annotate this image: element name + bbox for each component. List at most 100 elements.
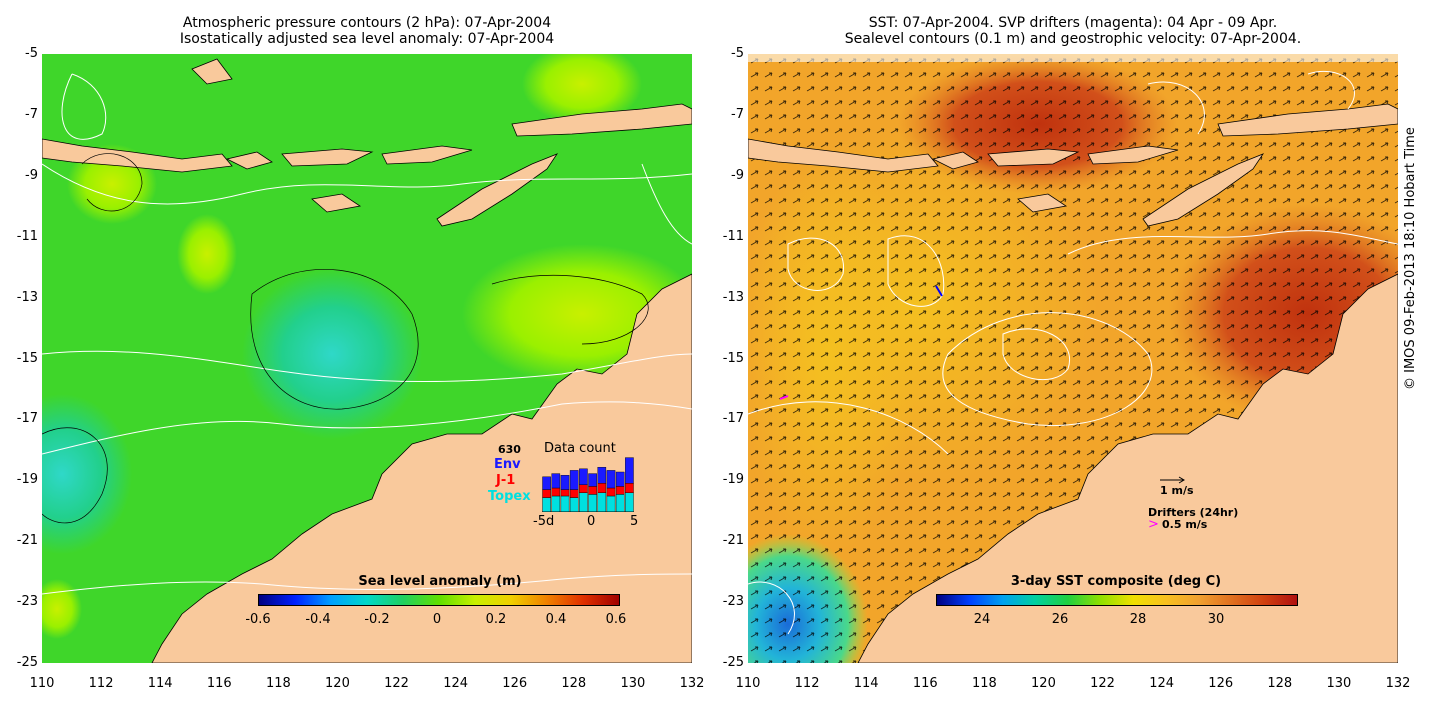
latitude-tick: -21	[16, 533, 38, 549]
drifters-label: Drifters (24hr)	[1148, 506, 1239, 519]
sumbawa-flores-island	[987, 148, 1080, 167]
sumba-island	[1017, 193, 1068, 213]
sla-low-anomaly-west	[42, 394, 132, 554]
longitude-tick: 124	[1149, 676, 1175, 691]
data-count-tick-start: -5d	[533, 514, 555, 529]
data-count-env-label: Env	[494, 457, 521, 472]
left-title-line1: Atmospheric pressure contours (2 hPa): 0…	[182, 15, 552, 31]
svp-drifter-track-2	[935, 285, 943, 297]
north-islands	[511, 103, 692, 137]
data-count-bar-env	[542, 476, 551, 490]
velocity-scale-arrowhead	[1178, 476, 1185, 484]
sumbawa-flores-island	[281, 148, 374, 167]
data-count-bar-env	[606, 470, 616, 489]
drifter-symbol: >	[1148, 517, 1159, 532]
data-count-bar-j1	[542, 489, 551, 498]
imos-credit: © IMOS 09-Feb-2013 18:10 Hobart Time	[1403, 127, 1418, 390]
pressure-contour-2	[42, 350, 692, 382]
sla-map-canvas	[42, 54, 692, 663]
longitude-tick: 130	[1326, 676, 1352, 691]
data-count-bar-env	[625, 457, 634, 484]
pressure-contour-1	[42, 163, 692, 205]
latitude-tick: -17	[16, 411, 38, 427]
longitude-tick: 128	[1267, 676, 1293, 691]
sla-tick: -0.4	[305, 612, 331, 627]
sealevel-contour-8	[1307, 70, 1355, 110]
data-count-bar-j1	[551, 487, 561, 497]
data-count-tick-end: 5	[630, 514, 639, 529]
australia-landmass	[151, 273, 692, 663]
sla-tick: 0	[432, 612, 442, 627]
data-count-bar-env	[560, 475, 570, 490]
data-count-bar-topex	[569, 497, 579, 512]
longitude-tick: 110	[29, 676, 55, 691]
left-map-title: Atmospheric pressure contours (2 hPa): 0…	[42, 15, 692, 47]
sla-contour-nw	[81, 153, 143, 212]
sealevel-contour-4	[942, 312, 1153, 426]
latitude-tick: -5	[25, 46, 38, 61]
data-count-bar-j1	[625, 483, 634, 494]
longitude-tick: 120	[325, 676, 350, 691]
sst-map-canvas	[748, 54, 1398, 663]
drifter-scale-label: 0.5 m/s	[1162, 518, 1208, 531]
longitude-tick: 126	[1208, 676, 1234, 691]
longitude-tick: 122	[1090, 676, 1115, 691]
longitude-tick: 126	[502, 676, 528, 691]
longitude-tick: 122	[384, 676, 409, 691]
data-count-bar-j1	[569, 489, 579, 498]
longitude-tick: 132	[679, 676, 705, 691]
data-count-bar-j1	[615, 486, 625, 495]
longitude-tick: 112	[794, 676, 820, 691]
data-count-bar-j1	[588, 486, 597, 495]
bali-lombok-island	[225, 151, 273, 170]
flores-east-island	[381, 145, 473, 165]
data-count-bar-topex	[551, 495, 561, 512]
sumba-island	[311, 193, 362, 213]
latitude-tick: -13	[722, 289, 744, 305]
sla-tick: 0.2	[485, 612, 507, 627]
pressure-contour-5	[61, 73, 107, 140]
svp-drifter-track	[779, 395, 789, 400]
sla-high-anomaly-central	[177, 214, 237, 294]
data-count-bar-topex	[560, 495, 570, 512]
latitude-tick: -9	[25, 167, 38, 183]
longitude-tick: 114	[853, 676, 879, 691]
sst-colorbar	[936, 594, 1298, 606]
sla-contour-eddy	[250, 269, 419, 410]
longitude-tick: 128	[561, 676, 587, 691]
sst-tick: 30	[1207, 612, 1225, 627]
sla-tick: -0.2	[364, 612, 390, 627]
latitude-tick: -25	[722, 655, 744, 670]
sla-contours	[42, 153, 649, 524]
longitude-tick: 120	[1031, 676, 1056, 691]
data-count-bar-env	[597, 466, 607, 484]
sla-low-anomaly-eddy	[242, 269, 422, 439]
latitude-tick: -7	[731, 106, 744, 122]
latitude-tick: -17	[722, 411, 744, 427]
sealevel-contour-6	[1067, 230, 1398, 255]
latitude-tick: -25	[16, 655, 38, 670]
data-count-bar-topex	[542, 497, 551, 512]
data-count-bar-env	[615, 471, 625, 487]
longitude-tick: 118	[265, 676, 291, 691]
longitude-tick: 116	[206, 676, 232, 691]
latitude-tick: -19	[16, 472, 38, 488]
pressure-contours	[42, 73, 692, 595]
sealevel-contour-3	[1002, 328, 1071, 381]
sla-high-anomaly-north	[522, 54, 642, 124]
data-count-title: Data count	[544, 441, 616, 456]
data-count-bar-env	[588, 473, 597, 487]
longitude-tick: 118	[971, 676, 997, 691]
longitude-tick: 114	[147, 676, 173, 691]
longitude-tick: 124	[443, 676, 469, 691]
australia-landmass	[857, 273, 1398, 663]
sst-colorbar-label: 3-day SST composite (deg C)	[1010, 574, 1222, 589]
data-count-j1-label: J-1	[496, 473, 516, 488]
data-count-bar-j1	[606, 487, 616, 497]
latitude-tick: -15	[722, 350, 744, 366]
bali-lombok-island	[931, 151, 979, 170]
right-title-line2: Sealevel contours (0.1 m) and geostrophi…	[844, 31, 1302, 47]
pressure-contour-6	[641, 163, 692, 245]
latitude-tick: -9	[731, 167, 744, 183]
pressure-contour-3	[42, 401, 692, 455]
